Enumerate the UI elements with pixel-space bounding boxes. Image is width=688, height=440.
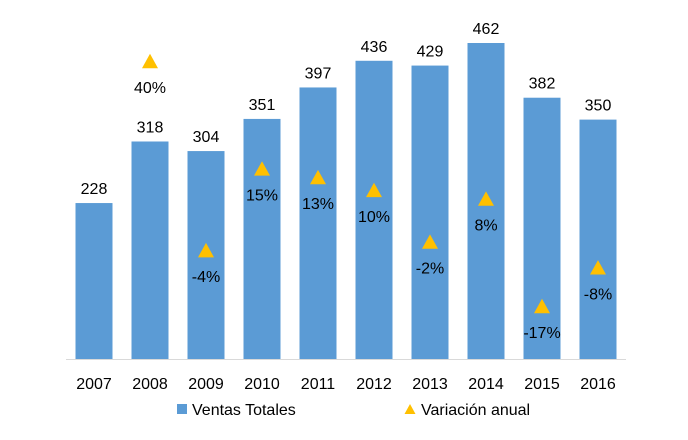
legend: Ventas Totales Variación anual [177, 402, 530, 419]
bar-value-label-2008: 318 [137, 119, 164, 136]
bars-layer [75, 43, 617, 360]
marker-value-label-2008: 40% [134, 80, 166, 97]
x-tick-label-2007: 2007 [76, 376, 112, 393]
bar-2010 [243, 118, 281, 359]
bar-2016 [579, 119, 617, 359]
legend-swatch-variacion-anual [404, 404, 416, 414]
bar-2011 [299, 87, 337, 360]
marker-2016 [590, 260, 606, 275]
bar-value-label-2015: 382 [529, 76, 556, 93]
x-tick-label-2009: 2009 [188, 376, 224, 393]
x-tick-label-2008: 2008 [132, 376, 168, 393]
marker-2012 [366, 182, 382, 198]
markers-layer [142, 53, 606, 314]
bar-value-label-2011: 397 [305, 65, 332, 82]
bar-2008 [131, 141, 169, 359]
x-tick-labels: 2007 2008 2009 2010 2011 2012 2013 2014 2015 2016 [76, 376, 616, 393]
marker-2015 [534, 298, 550, 314]
x-tick-label-2014: 2014 [468, 376, 504, 393]
bar-2012 [355, 60, 393, 360]
marker-value-label-2013: -2% [416, 261, 444, 278]
bar-value-label-2014: 462 [473, 21, 500, 38]
x-tick-label-2016: 2016 [580, 376, 616, 393]
legend-label-variacion-anual: Variación anual [421, 402, 530, 419]
x-tick-label-2015: 2015 [524, 376, 560, 393]
marker-value-label-2014: 8% [474, 218, 497, 235]
x-tick-label-2011: 2011 [301, 376, 336, 393]
marker-value-label-2016: -8% [584, 286, 612, 303]
marker-2008 [142, 53, 158, 69]
marker-value-label-2010: 15% [246, 187, 278, 204]
bar-value-label-2007: 228 [81, 181, 108, 198]
legend-label-ventas-totales: Ventas Totales [192, 402, 296, 419]
bar-value-label-2009: 304 [193, 129, 220, 146]
bar-value-label-2012: 436 [361, 39, 388, 56]
marker-value-label-2009: -4% [192, 269, 220, 286]
bar-value-label-2013: 429 [417, 44, 444, 61]
legend-swatch-ventas-totales [177, 404, 187, 414]
marker-2014 [478, 191, 494, 206]
marker-value-label-2015: -17% [523, 325, 560, 342]
marker-2011 [310, 169, 326, 185]
marker-value-label-2011: 13% [302, 196, 334, 213]
x-tick-label-2013: 2013 [412, 376, 448, 393]
bar-2007 [75, 203, 113, 359]
marker-2010 [254, 161, 270, 176]
bar-value-label-2010: 351 [249, 97, 276, 114]
marker-value-label-2012: 10% [358, 209, 390, 226]
bar-value-label-2016: 350 [585, 98, 612, 115]
bar-2013 [411, 65, 449, 360]
marker-2009 [198, 242, 214, 258]
marker-2013 [422, 234, 438, 249]
x-tick-label-2012: 2012 [356, 376, 392, 393]
labels-layer: 228 318 40% 304 -4% 351 15% 397 13% 436 10% 429 -2% 4… [81, 21, 613, 342]
x-tick-label-2010: 2010 [244, 376, 280, 393]
bar-2015 [523, 97, 561, 359]
